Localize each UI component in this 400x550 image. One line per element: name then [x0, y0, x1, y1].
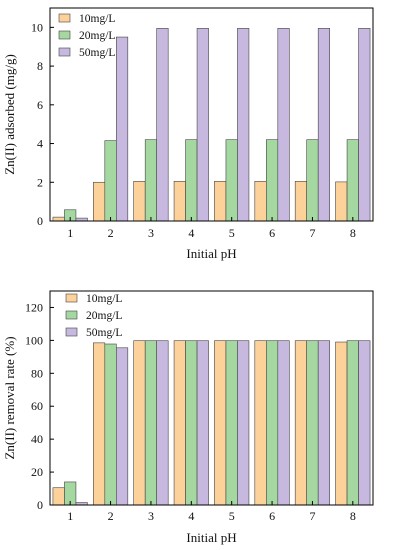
x-axis-label: Initial pH: [186, 530, 236, 545]
y-tick-label: 80: [31, 366, 43, 380]
bar-50mg/L-ph-3: [156, 28, 169, 222]
y-tick-label: 10: [31, 20, 43, 34]
bar-10mg/L-ph-3: [133, 340, 146, 506]
bar-10mg/L-ph-2: [93, 342, 106, 506]
legend-label-50mg/L: 50mg/L: [79, 47, 115, 59]
bar-20mg/L-ph-4: [185, 139, 198, 222]
bar-20mg/L-ph-6: [266, 139, 279, 222]
y-tick-label: 8: [37, 59, 43, 73]
x-tick-label: 5: [229, 509, 235, 523]
x-tick-label: 3: [148, 226, 154, 240]
x-tick-label: 6: [269, 509, 275, 523]
bar-10mg/L-ph-6: [254, 340, 267, 506]
bar-50mg/L-ph-2: [116, 347, 129, 506]
x-tick-label: 1: [67, 226, 73, 240]
bars: [52, 28, 371, 222]
x-tick-label: 7: [309, 226, 315, 240]
bar-10mg/L-ph-5: [214, 340, 227, 506]
bar-20mg/L-ph-3: [144, 340, 157, 506]
bar-20mg/L-ph-2: [104, 343, 117, 506]
x-tick-label: 7: [309, 509, 315, 523]
legend-label-10mg/L: 10mg/L: [79, 13, 115, 25]
bar-50mg/L-ph-5: [237, 340, 250, 506]
y-tick-label: 0: [37, 498, 43, 512]
legend-swatch-50mg/L: [58, 47, 71, 57]
legend-label-20mg/L: 20mg/L: [79, 30, 115, 42]
bar-50mg/L-ph-7: [317, 340, 330, 506]
legend-label-50mg/L: 50mg/L: [86, 327, 122, 339]
x-axis-label: Initial pH: [186, 246, 236, 261]
bar-10mg/L-ph-7: [294, 340, 307, 506]
bar-50mg/L-ph-6: [277, 28, 290, 222]
bar-20mg/L-ph-7: [306, 139, 319, 222]
bars: [52, 340, 371, 506]
x-tick-label: 3: [148, 509, 154, 523]
bar-20mg/L-ph-5: [225, 340, 238, 506]
bar-50mg/L-ph-5: [237, 28, 250, 222]
plot-frame: [49, 290, 374, 506]
y-tick-label: 60: [31, 399, 43, 413]
bar-20mg/L-ph-3: [144, 139, 157, 222]
plot-frame: [49, 7, 374, 222]
legend-label-10mg/L: 10mg/L: [86, 293, 122, 305]
y-tick-label: 4: [37, 137, 43, 151]
bar-20mg/L-ph-5: [225, 139, 238, 222]
bar-50mg/L-ph-6: [277, 340, 290, 506]
bar-50mg/L-ph-8: [358, 28, 371, 222]
legend-swatch-10mg/L: [58, 13, 71, 23]
x-tick-label: 8: [350, 226, 356, 240]
x-tick-label: 6: [269, 226, 275, 240]
bar-50mg/L-ph-8: [358, 340, 371, 506]
y-tick-label: 0: [37, 214, 43, 228]
bar-20mg/L-ph-2: [104, 140, 117, 222]
bar-20mg/L-ph-6: [266, 340, 279, 506]
bar-10mg/L-ph-5: [214, 181, 227, 222]
bar-10mg/L-ph-1: [52, 487, 65, 506]
bar-10mg/L-ph-4: [173, 340, 186, 506]
legend-swatch-20mg/L: [58, 30, 71, 40]
legend-swatch-50mg/L: [65, 327, 78, 337]
bar-10mg/L-ph-7: [294, 181, 307, 222]
bar-20mg/L-ph-8: [346, 139, 359, 222]
y-axis-label: Zn(II) adsorbed (mg/g): [2, 54, 17, 175]
bar-10mg/L-ph-8: [335, 341, 348, 506]
bar-10mg/L-ph-4: [173, 181, 186, 222]
y-tick-label: 20: [31, 465, 43, 479]
bar-50mg/L-ph-2: [116, 36, 129, 222]
legend-label-20mg/L: 20mg/L: [86, 310, 122, 322]
x-tick-label: 2: [108, 226, 114, 240]
bar-20mg/L-ph-7: [306, 340, 319, 506]
legend-swatch-20mg/L: [65, 310, 78, 320]
y-tick-label: 120: [25, 300, 43, 314]
legend: 10mg/L 20mg/L 50mg/L: [58, 13, 115, 59]
removal-rate-chart: 0 20 40 60 80 100 120 1 2 3 4 5 6 7 8 Initial pH Zn(II) …: [2, 290, 374, 545]
bar-50mg/L-ph-3: [156, 340, 169, 506]
x-tick-label: 4: [188, 226, 194, 240]
x-tick-label: 4: [188, 509, 194, 523]
x-tick-label: 5: [229, 226, 235, 240]
legend: 10mg/L 20mg/L 50mg/L: [65, 293, 122, 339]
bar-10mg/L-ph-8: [335, 181, 348, 222]
y-tick-label: 40: [31, 432, 43, 446]
x-tick-label: 2: [108, 509, 114, 523]
x-tick-label: 1: [67, 509, 73, 523]
y-axis-label: Zn(II) removal rate (%): [2, 336, 17, 459]
bar-20mg/L-ph-4: [185, 340, 198, 506]
bar-10mg/L-ph-3: [133, 181, 146, 222]
bar-10mg/L-ph-6: [254, 181, 267, 222]
y-tick-label: 2: [37, 175, 43, 189]
y-tick-label: 100: [25, 333, 43, 347]
bar-10mg/L-ph-2: [93, 181, 106, 222]
x-tick-label: 8: [350, 509, 356, 523]
legend-swatch-10mg/L: [65, 293, 78, 303]
bar-50mg/L-ph-4: [196, 28, 209, 222]
bar-10mg/L-ph-1: [52, 216, 65, 222]
bar-50mg/L-ph-4: [196, 340, 209, 506]
y-tick-label: 6: [37, 98, 43, 112]
bar-20mg/L-ph-8: [346, 340, 359, 506]
bar-50mg/L-ph-7: [317, 28, 330, 222]
